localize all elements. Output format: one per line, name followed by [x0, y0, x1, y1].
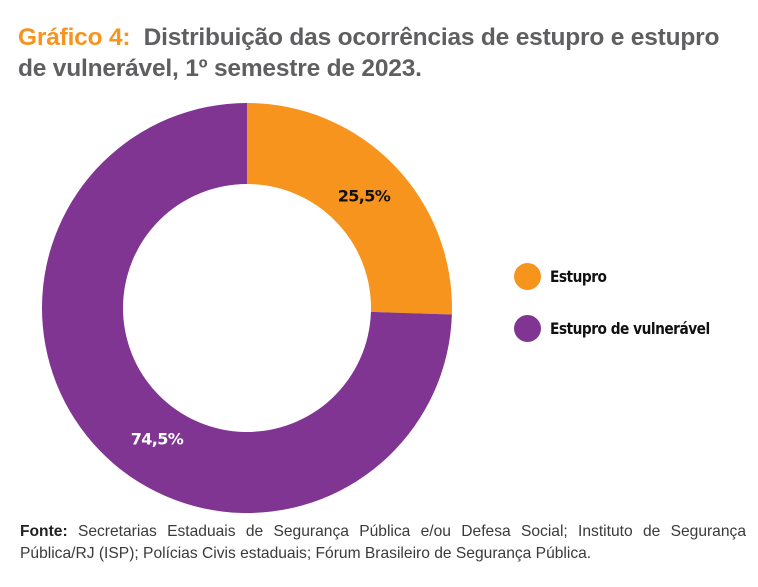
legend-swatch-estupro-de-vulneravel [514, 314, 541, 342]
data-label-estupro-de-vulner-vel: 74,5% [131, 430, 184, 449]
legend-label-estupro: Estupro [550, 266, 607, 286]
chart-title: Gráfico 4: Distribuição das ocorrências … [18, 22, 748, 84]
source-label: Fonte: [20, 523, 68, 540]
legend: Estupro Estupro de vulnerável [514, 262, 736, 366]
donut-slice-estupro-de-vulner-vel [41, 103, 452, 513]
legend-label-estupro-de-vulneravel: Estupro de vulnerável [550, 318, 710, 338]
chart-title-text: Distribuição das ocorrências de estupro … [18, 24, 720, 82]
legend-item-estupro-de-vulneravel: Estupro de vulnerável [514, 314, 736, 342]
source-text: Secretarias Estaduais de Segurança Públi… [20, 523, 746, 562]
data-label-estupro: 25,5% [338, 187, 391, 206]
source-note: Fonte: Secretarias Estaduais de Seguranç… [20, 521, 746, 565]
legend-item-estupro: Estupro [514, 262, 736, 290]
legend-swatch-estupro [514, 262, 541, 290]
chart-title-lead: Gráfico 4: [18, 24, 131, 51]
donut-slice-estupro [247, 103, 453, 315]
